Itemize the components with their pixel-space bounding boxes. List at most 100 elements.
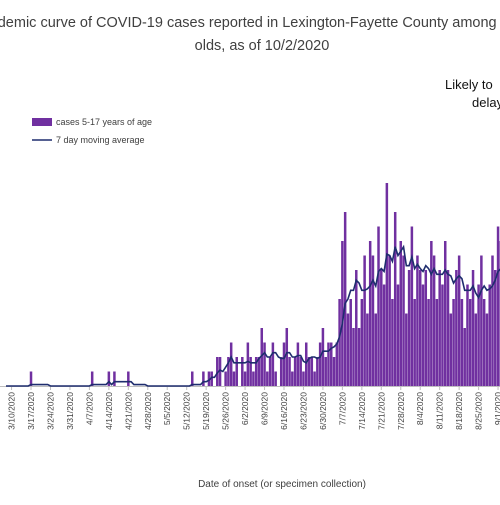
- bar: [324, 357, 327, 386]
- annotation: delay: [472, 95, 500, 110]
- bar: [263, 343, 266, 387]
- bar: [388, 256, 391, 387]
- bar: [411, 227, 414, 387]
- annotation: Likely to: [445, 77, 493, 92]
- bar: [394, 212, 397, 386]
- bar: [427, 299, 430, 386]
- bar: [313, 372, 316, 387]
- legend-label: cases 5-17 years of age: [56, 117, 152, 127]
- bar: [280, 357, 283, 386]
- x-tick-label: 8/18/2020: [454, 392, 464, 430]
- bar: [355, 270, 358, 386]
- bar: [274, 372, 277, 387]
- bar: [297, 343, 300, 387]
- bar: [386, 183, 389, 386]
- bar: [241, 357, 244, 386]
- bar: [441, 285, 444, 387]
- bar: [344, 212, 347, 386]
- bar: [230, 343, 233, 387]
- bar: [480, 256, 483, 387]
- bar: [291, 372, 294, 387]
- bar: [422, 285, 425, 387]
- bar: [336, 343, 339, 387]
- bar: [308, 357, 311, 386]
- bar: [252, 372, 255, 387]
- x-tick-label: 5/12/2020: [182, 392, 192, 430]
- bar: [366, 314, 369, 387]
- bar: [361, 299, 364, 386]
- bar: [475, 314, 478, 387]
- x-tick-label: 7/28/2020: [396, 392, 406, 430]
- bar: [383, 285, 386, 387]
- bar: [269, 357, 272, 386]
- x-tick-label: 4/28/2020: [143, 392, 153, 430]
- bar: [311, 357, 314, 386]
- bar: [419, 270, 422, 386]
- bar: [349, 299, 352, 386]
- bar: [258, 357, 261, 386]
- bar: [408, 270, 411, 386]
- bar: [327, 343, 330, 387]
- bar: [322, 328, 325, 386]
- bar: [380, 270, 383, 386]
- bar: [233, 372, 236, 387]
- x-tick-label: 3/17/2020: [26, 392, 36, 430]
- bar: [463, 328, 466, 386]
- bar: [299, 357, 302, 386]
- bar: [272, 343, 275, 387]
- bar: [316, 357, 319, 386]
- bar: [286, 328, 289, 386]
- x-tick-label: 6/30/2020: [318, 392, 328, 430]
- bar: [244, 372, 247, 387]
- chart-title: pidemic curve of COVID-19 cases reported…: [0, 15, 500, 31]
- bar: [461, 299, 464, 386]
- bar: [377, 227, 380, 387]
- x-tick-label: 4/7/2020: [84, 392, 94, 425]
- bar: [488, 285, 491, 387]
- bar: [402, 256, 405, 387]
- bar: [127, 372, 130, 387]
- x-tick-label: 5/5/2020: [162, 392, 172, 425]
- bar: [469, 299, 472, 386]
- x-tick-label: 6/2/2020: [240, 392, 250, 425]
- bar: [358, 328, 361, 386]
- bar: [413, 299, 416, 386]
- bar: [249, 357, 252, 386]
- x-tick-label: 7/7/2020: [337, 392, 347, 425]
- bar: [436, 299, 439, 386]
- bar: [452, 299, 455, 386]
- bar: [338, 299, 341, 386]
- bar: [444, 241, 447, 386]
- bar: [305, 343, 308, 387]
- x-axis-label: Date of onset (or specimen collection): [198, 479, 366, 490]
- bar: [425, 270, 428, 386]
- bar: [405, 314, 408, 387]
- x-tick-label: 3/31/2020: [65, 392, 75, 430]
- x-tick-label: 3/24/2020: [45, 392, 55, 430]
- bar: [363, 256, 366, 387]
- bar: [266, 372, 269, 387]
- legend-label: 7 day moving average: [56, 135, 145, 145]
- x-tick-label: 8/4/2020: [415, 392, 425, 425]
- bar: [486, 314, 489, 387]
- bar: [491, 256, 494, 387]
- bar: [235, 357, 238, 386]
- bar: [294, 357, 297, 386]
- bar: [400, 241, 403, 386]
- chart-title: olds, as of 10/2/2020: [195, 38, 330, 54]
- bar: [497, 227, 500, 387]
- x-tick-label: 3/10/2020: [7, 392, 17, 430]
- x-tick-label: 5/26/2020: [221, 392, 231, 430]
- bar: [352, 328, 355, 386]
- bar: [283, 343, 286, 387]
- bar: [450, 314, 453, 387]
- bar: [224, 372, 227, 387]
- bar: [113, 372, 116, 387]
- bar: [319, 343, 322, 387]
- bar: [302, 372, 305, 387]
- bar: [477, 285, 480, 387]
- bar: [108, 372, 111, 387]
- bar: [466, 285, 469, 387]
- bar: [202, 372, 205, 387]
